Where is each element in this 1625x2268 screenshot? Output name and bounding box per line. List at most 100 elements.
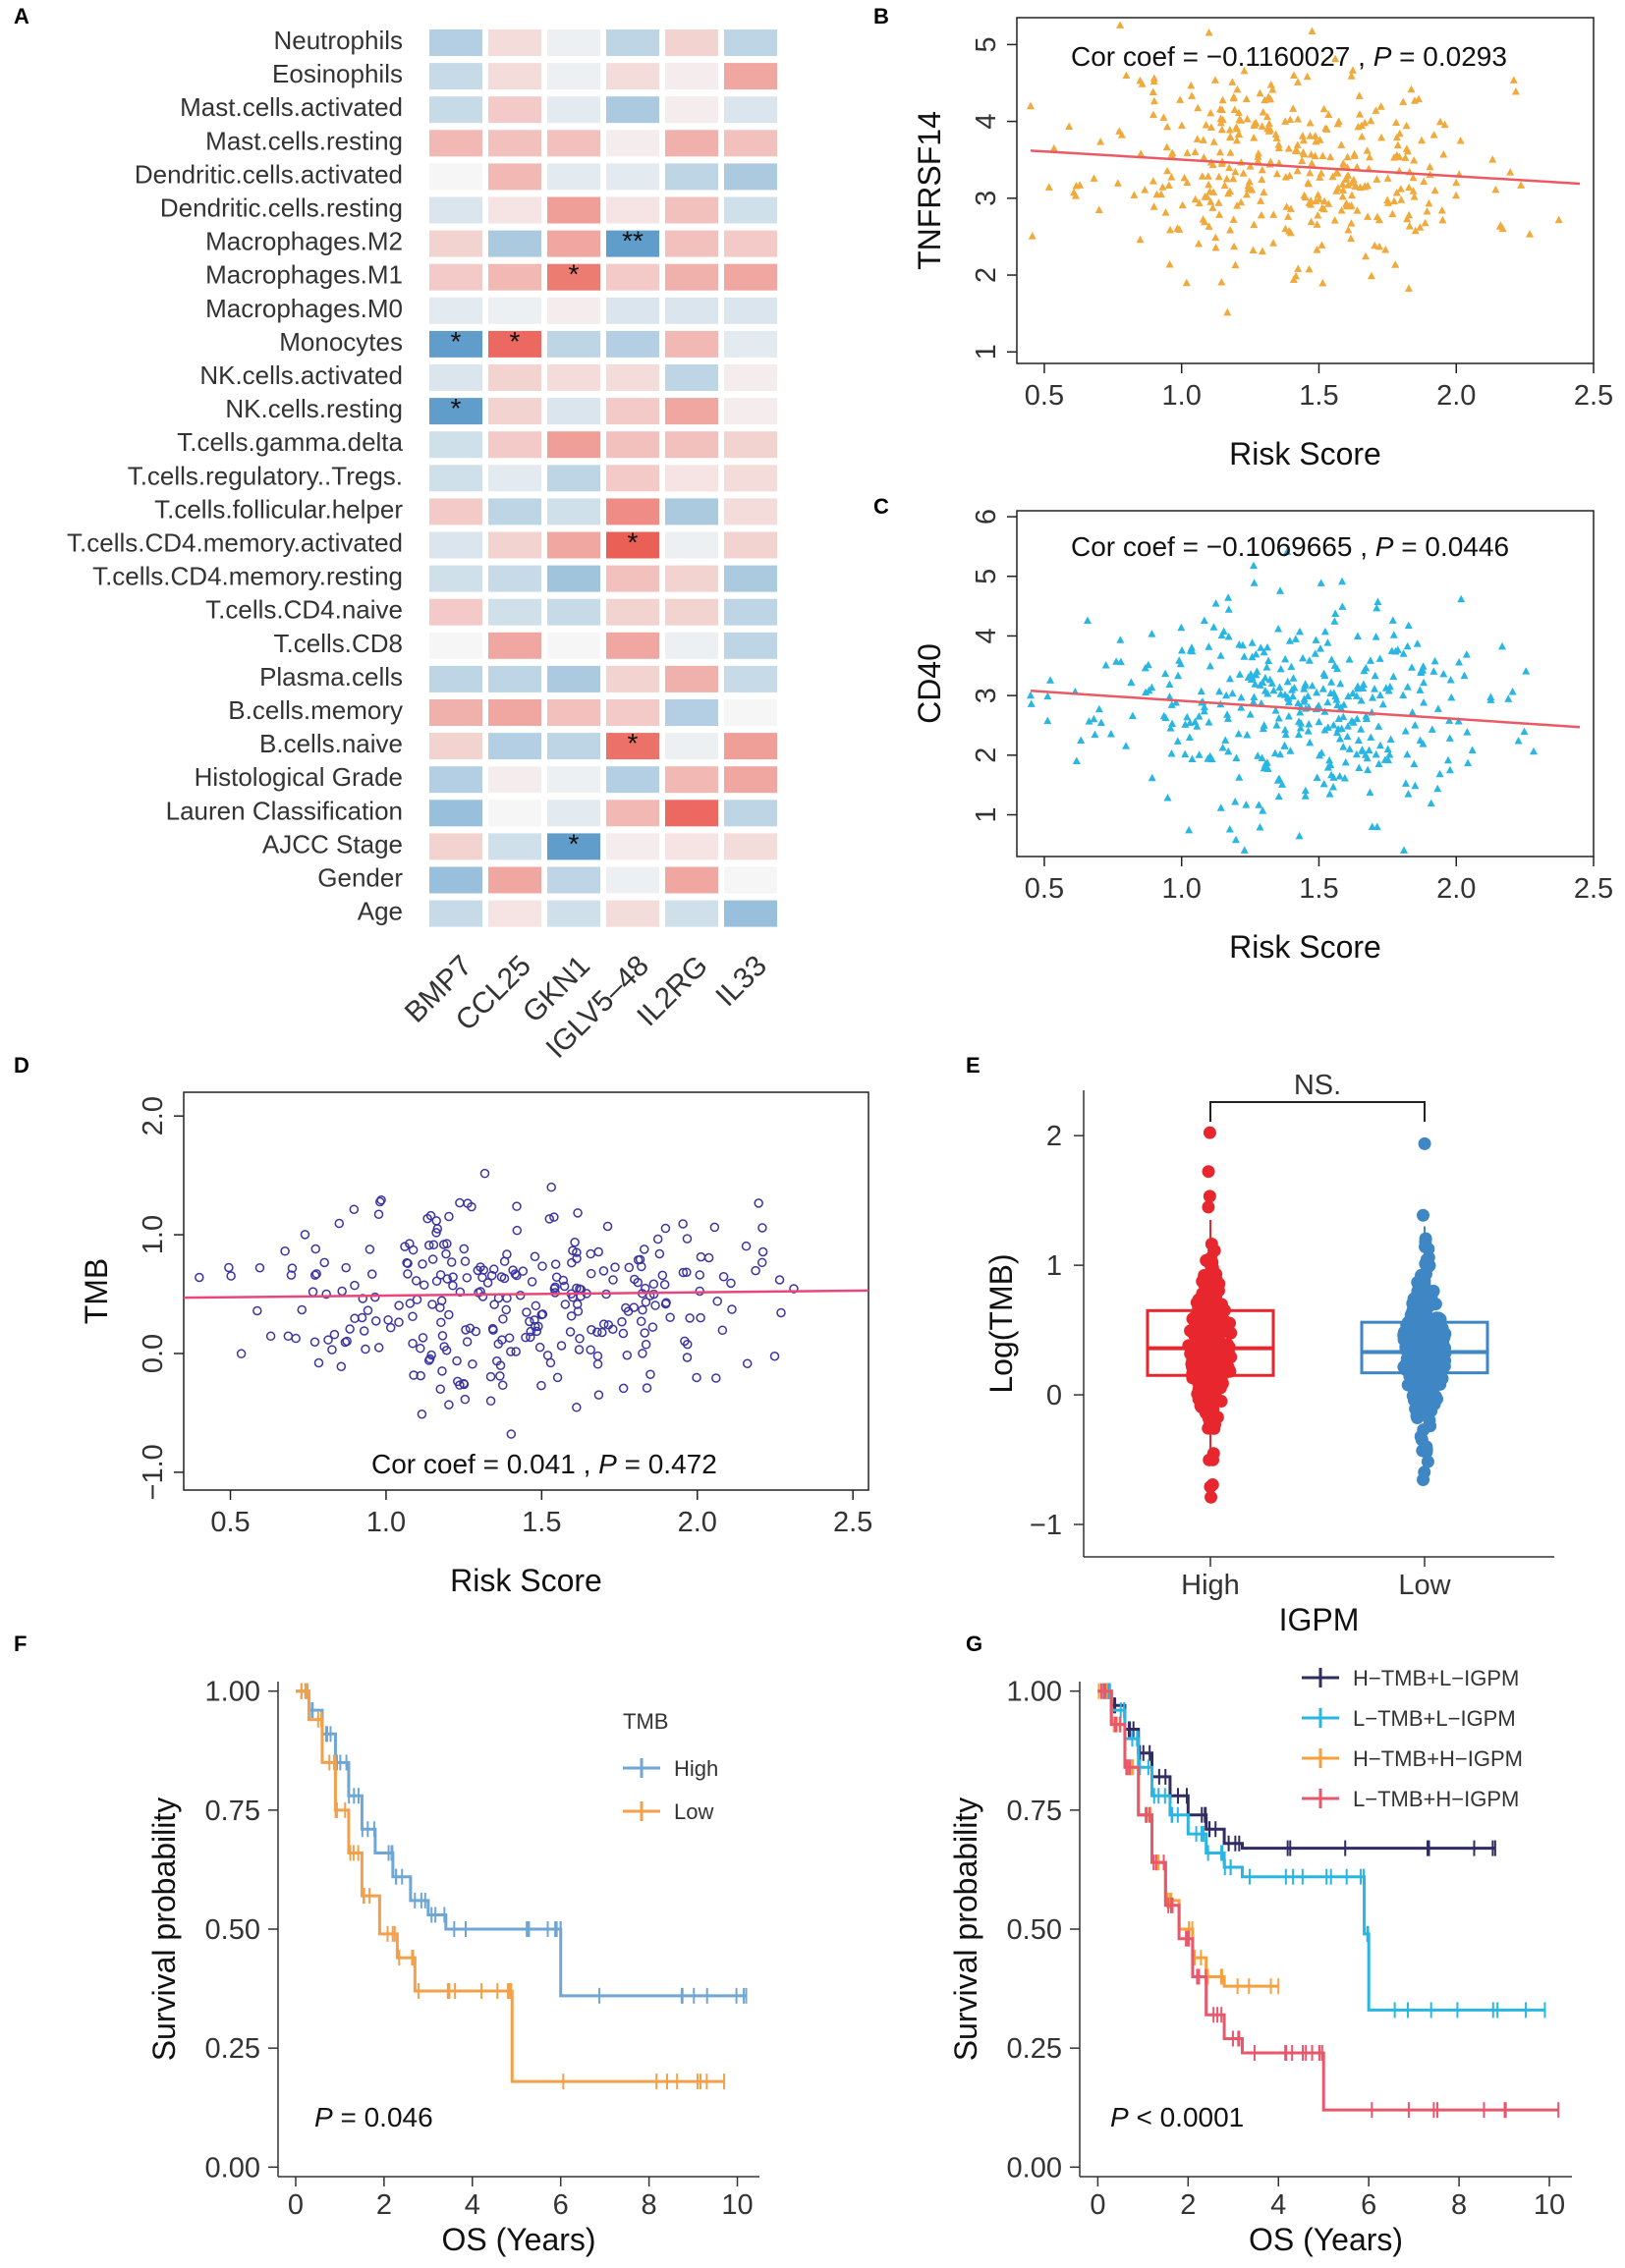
data-point [1026,101,1035,110]
data-point [1249,246,1258,253]
data-point [1090,714,1098,723]
heatmap-cell [724,565,777,592]
data-point [1347,234,1356,243]
heatmap-cell [606,196,659,224]
heatmap-cell [547,699,600,726]
data-point [308,1287,318,1297]
heatmap-cell [429,733,482,760]
data-point [1245,177,1254,186]
data-point [1438,215,1447,224]
heatmap-cell [665,531,718,559]
data-point [1239,169,1248,177]
p-value: = 0.0446 [1393,531,1509,562]
legend-label: High [674,1756,718,1781]
data-point [1226,148,1235,156]
data-point [1327,655,1336,663]
data-point [638,1349,647,1358]
p-value: = 0.0293 [1391,41,1507,72]
data-point [1408,663,1417,671]
data-point [350,1280,360,1291]
data-point [1258,165,1266,174]
data-point [1281,725,1290,734]
data-point [479,1168,490,1179]
data-point [512,1270,522,1281]
heatmap-cell [488,833,541,860]
heatmap-row-label: B.cells.naive [259,729,403,758]
data-point [1026,691,1035,699]
data-point [1209,138,1218,145]
heatmap-cell [488,398,541,425]
heatmap-cell [665,29,718,56]
data-point [460,1256,471,1266]
data-point [1369,693,1377,701]
data-point [1468,746,1477,753]
heatmap-cell [606,263,659,291]
data-point [598,1319,609,1329]
data-point [1211,599,1220,607]
data-point [1418,1136,1431,1150]
data-point [435,1302,445,1312]
heatmap-row-label: B.cells.memory [228,695,403,725]
heatmap-cell [488,230,541,257]
data-point [682,1353,693,1362]
heatmap-cell [724,196,777,224]
y-tick-label: 6 [971,509,1002,525]
heatmap-cell [606,431,659,459]
data-point [1399,1343,1413,1356]
legend: H−TMB+L−IGPM L−TMB+L−IGPM H−TMB+H−IGPM L−TM… [1302,1666,1523,1811]
data-point [1163,122,1172,131]
heatmap-cell [606,130,659,157]
data-point [1148,683,1156,691]
data-point [1399,691,1408,699]
data-point [1362,251,1371,260]
panel-label-f: F [14,1632,27,1656]
data-point [1149,87,1157,95]
data-point [1256,88,1264,97]
heatmap-cell [547,330,600,358]
data-point [1424,1419,1437,1433]
data-point [1200,616,1208,625]
data-point [1409,187,1418,194]
data-point [1240,652,1249,660]
km-curve [1097,1689,1559,2112]
x-tick-label: 0.5 [1025,873,1064,905]
data-point [1202,1200,1215,1214]
data-point [1410,155,1419,164]
data-point [1338,192,1347,200]
data-point [1224,632,1233,640]
data-point [1404,790,1413,798]
data-point [1163,166,1172,175]
data-point [1354,684,1363,692]
data-point [1197,1397,1210,1411]
y-tick-label: 1 [1046,1250,1062,1282]
y-tick-label: 1.00 [1007,1677,1062,1708]
data-point [1218,1353,1232,1366]
data-point [1326,152,1335,161]
data-point [1191,194,1200,203]
data-point [1269,686,1278,694]
data-point [1329,720,1338,729]
data-point [1318,151,1327,159]
data-point [1175,656,1184,664]
data-point [1225,126,1234,134]
data-point [1313,246,1321,253]
data-point [1426,162,1434,171]
data-point [1255,801,1263,808]
heatmap-row-label: Dendritic.cells.activated [135,159,403,189]
data-point [1347,219,1356,227]
x-tick-label: Low [1398,1570,1451,1601]
data-point [1187,81,1196,89]
data-point [1401,779,1410,787]
heatmap-cell [606,531,659,559]
heatmap-cell [429,465,482,492]
data-point [195,1272,204,1283]
data-point [696,1312,705,1323]
data-point [660,1223,671,1234]
data-point [1219,627,1228,636]
heatmap-cell [429,900,482,927]
data-point [321,1289,331,1300]
data-point [1136,235,1145,244]
data-point [1411,1310,1425,1324]
data-point [370,1316,381,1326]
heatmap-cell [724,498,777,526]
